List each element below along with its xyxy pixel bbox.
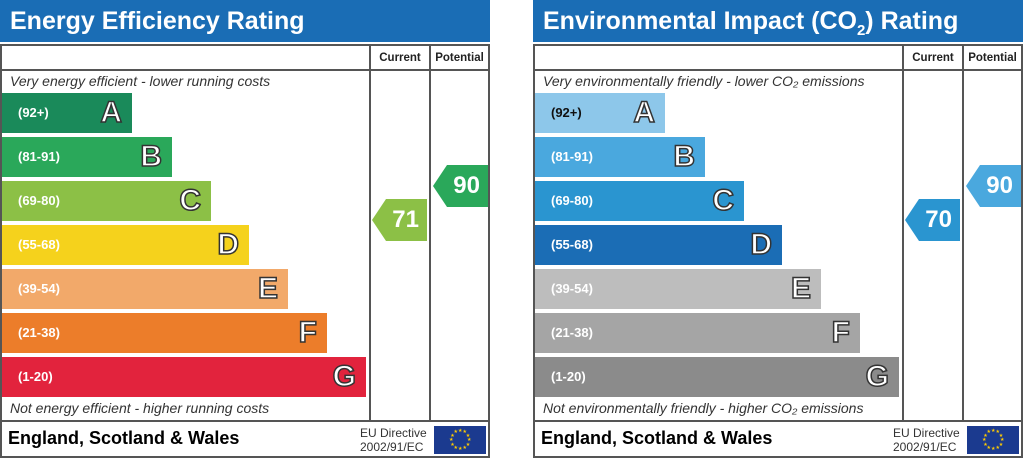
band-letter: C (712, 183, 735, 218)
band-e: (39-54) E (2, 269, 288, 309)
panel-title: Energy Efficiency Rating (0, 0, 490, 42)
band-d: (55-68) D (2, 225, 249, 265)
band-f: (21-38) F (535, 313, 860, 353)
current-header: Current (912, 52, 954, 64)
band-c: (69-80) C (535, 181, 744, 221)
band-c: (69-80) C (2, 181, 211, 221)
band-range: (55-68) (551, 237, 593, 252)
divider (533, 420, 1023, 422)
divider (533, 69, 1023, 71)
band-letter: G (865, 359, 890, 394)
environmental-impact-panel: Environmental Impact (CO2) Rating Curren… (533, 0, 1023, 460)
band-range: (39-54) (551, 281, 593, 296)
band-letter: E (790, 271, 812, 306)
band-letter: G (332, 359, 357, 394)
band-letter: A (100, 95, 123, 130)
band-letter: D (750, 227, 773, 262)
band-a: (92+) A (535, 93, 665, 133)
band-range: (92+) (551, 105, 582, 120)
band-e: (39-54) E (535, 269, 821, 309)
band-letter: A (633, 95, 656, 130)
band-range: (92+) (18, 105, 49, 120)
band-letter: D (217, 227, 240, 262)
band-a: (92+) A (2, 93, 132, 133)
divider (369, 44, 371, 422)
eu-flag-icon: ★ ★ ★ ★ ★ ★ ★ ★ ★ ★ ★ ★ (967, 426, 1019, 454)
band-range: (81-91) (551, 149, 593, 164)
divider (429, 44, 431, 422)
band-range: (55-68) (18, 237, 60, 252)
eu-directive: EU Directive 2002/91/EC (360, 426, 427, 454)
band-g: (1-20) G (2, 357, 366, 397)
top-note: Very energy efficient - lower running co… (10, 73, 271, 89)
band-range: (21-38) (18, 325, 60, 340)
divider (0, 420, 490, 422)
region-label: England, Scotland & Wales (8, 428, 240, 448)
band-range: (1-20) (18, 369, 53, 384)
divider (902, 44, 904, 422)
band-range: (69-80) (18, 193, 60, 208)
region-label: England, Scotland & Wales (541, 428, 773, 448)
energy-efficiency-panel: Energy Efficiency Rating Current Potenti… (0, 0, 490, 460)
divider (0, 69, 490, 71)
current-header: Current (379, 52, 421, 64)
rating-frame (533, 44, 1023, 458)
bottom-note: Not environmentally friendly - higher CO… (543, 400, 864, 416)
band-d: (55-68) D (535, 225, 782, 265)
band-range: (21-38) (551, 325, 593, 340)
band-letter: F (831, 315, 851, 350)
rating-frame (0, 44, 490, 458)
eu-flag-icon: ★ ★ ★ ★ ★ ★ ★ ★ ★ ★ ★ ★ (434, 426, 486, 454)
band-g: (1-20) G (535, 357, 899, 397)
band-letter: B (673, 139, 696, 174)
band-b: (81-91) B (2, 137, 172, 177)
band-letter: F (298, 315, 318, 350)
bottom-note: Not energy efficient - higher running co… (10, 400, 270, 416)
potential-header: Potential (968, 52, 1017, 64)
band-b: (81-91) B (535, 137, 705, 177)
band-range: (69-80) (551, 193, 593, 208)
top-note: Very environmentally friendly - lower CO… (543, 73, 865, 89)
band-letter: E (257, 271, 279, 306)
eu-directive: EU Directive 2002/91/EC (893, 426, 960, 454)
band-range: (39-54) (18, 281, 60, 296)
panel-title: Environmental Impact (CO2) Rating (533, 0, 1023, 42)
band-f: (21-38) F (2, 313, 327, 353)
band-letter: C (179, 183, 202, 218)
band-letter: B (140, 139, 163, 174)
band-range: (81-91) (18, 149, 60, 164)
potential-header: Potential (435, 52, 484, 64)
band-range: (1-20) (551, 369, 586, 384)
divider (962, 44, 964, 422)
